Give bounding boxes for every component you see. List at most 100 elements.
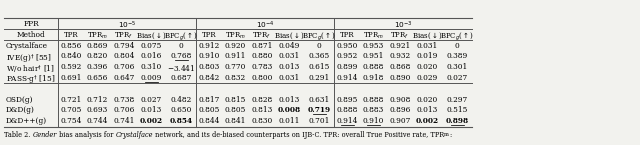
Text: 0.883: 0.883 [363, 106, 384, 114]
Text: Method: Method [17, 31, 45, 39]
Text: 0.840: 0.840 [60, 52, 82, 60]
Text: 0.647: 0.647 [113, 74, 134, 82]
Text: 0.828: 0.828 [252, 96, 273, 104]
Text: 0.951: 0.951 [363, 52, 384, 60]
Text: Table 2.: Table 2. [4, 131, 33, 139]
Text: 0.741: 0.741 [113, 117, 134, 125]
Text: 0.031: 0.031 [417, 42, 438, 50]
Text: 0.008: 0.008 [278, 106, 301, 114]
Text: 0.911: 0.911 [225, 52, 246, 60]
Text: 0.952: 0.952 [337, 52, 358, 60]
Text: 0.880: 0.880 [252, 52, 273, 60]
Text: 0.691: 0.691 [60, 74, 82, 82]
Text: 0.953: 0.953 [363, 42, 384, 50]
Text: 0.719: 0.719 [307, 106, 331, 114]
Text: 0.844: 0.844 [198, 117, 220, 125]
Text: 0.908: 0.908 [389, 96, 411, 104]
Text: TPR$_f$: TPR$_f$ [252, 31, 271, 41]
Text: 0.002: 0.002 [140, 117, 163, 125]
Text: 0.842: 0.842 [198, 74, 220, 82]
Text: 0.013: 0.013 [279, 96, 300, 104]
Text: 0.310: 0.310 [141, 63, 162, 71]
Text: 0.301: 0.301 [446, 63, 468, 71]
Text: W/o hair$^{\dagger}$ [1]: W/o hair$^{\dagger}$ [1] [6, 63, 55, 76]
Text: 0.910: 0.910 [363, 117, 384, 125]
Text: 0.687: 0.687 [170, 74, 192, 82]
Text: 0.701: 0.701 [308, 117, 330, 125]
Text: TPR$_m$: TPR$_m$ [87, 31, 108, 41]
Text: 0.013: 0.013 [141, 106, 162, 114]
Text: bias analysis for: bias analysis for [57, 131, 115, 139]
Text: 0.896: 0.896 [389, 106, 411, 114]
Text: 0.744: 0.744 [87, 117, 108, 125]
Text: 0.297: 0.297 [446, 96, 468, 104]
Text: 0.871: 0.871 [252, 42, 273, 50]
Text: 0.705: 0.705 [60, 106, 82, 114]
Text: 0.950: 0.950 [336, 42, 358, 50]
Text: FPR: FPR [23, 20, 39, 28]
Text: Bias($\downarrow$): Bias($\downarrow$) [136, 31, 167, 41]
Text: network, and its de-biased counterparts on IJB-C. TPR: overall True Positive rat: network, and its de-biased counterparts … [153, 131, 444, 139]
Text: 0.389: 0.389 [446, 52, 468, 60]
Text: TPR$_f$: TPR$_f$ [390, 31, 410, 41]
Text: 0.918: 0.918 [363, 74, 384, 82]
Text: 0.031: 0.031 [279, 74, 300, 82]
Text: 0.615: 0.615 [308, 63, 330, 71]
Text: 0.002: 0.002 [416, 117, 439, 125]
Text: :: : [449, 131, 451, 139]
Text: 0.693: 0.693 [87, 106, 108, 114]
Text: 0.013: 0.013 [279, 63, 300, 71]
Text: $10^{-3}$: $10^{-3}$ [394, 20, 412, 31]
Text: 0.027: 0.027 [446, 74, 468, 82]
Text: 0.898: 0.898 [445, 117, 468, 125]
Text: PASS-g$^{\dagger}$ [15]: PASS-g$^{\dagger}$ [15] [6, 74, 55, 87]
Text: 0.820: 0.820 [87, 52, 108, 60]
Text: 0.910: 0.910 [198, 52, 220, 60]
Text: 0.914: 0.914 [336, 117, 358, 125]
Text: TPR: TPR [340, 31, 355, 39]
Text: 0.921: 0.921 [389, 42, 411, 50]
Text: 0.020: 0.020 [417, 96, 438, 104]
Text: 0.899: 0.899 [336, 63, 358, 71]
Text: 0.027: 0.027 [141, 96, 162, 104]
Text: 0.706: 0.706 [113, 106, 134, 114]
Text: 0.029: 0.029 [417, 74, 438, 82]
Text: 0: 0 [454, 42, 460, 50]
Text: 0.805: 0.805 [225, 106, 246, 114]
Text: TPR$_m$: TPR$_m$ [225, 31, 246, 41]
Text: 0.631: 0.631 [308, 96, 330, 104]
Text: TPR$_f$: TPR$_f$ [115, 31, 134, 41]
Text: 0.016: 0.016 [141, 52, 162, 60]
Text: 0.650: 0.650 [170, 106, 192, 114]
Text: 0.813: 0.813 [252, 106, 273, 114]
Text: Gender: Gender [33, 131, 57, 139]
Text: 0.803: 0.803 [198, 63, 220, 71]
Text: Bias($\downarrow$): Bias($\downarrow$) [412, 31, 443, 41]
Text: 0.365: 0.365 [308, 52, 330, 60]
Text: 0.932: 0.932 [389, 52, 411, 60]
Text: 0.895: 0.895 [336, 96, 358, 104]
Text: 0.907: 0.907 [389, 117, 411, 125]
Text: 0.049: 0.049 [279, 42, 300, 50]
Text: 0.721: 0.721 [60, 96, 82, 104]
Text: 0.830: 0.830 [252, 117, 273, 125]
Text: Bias($\downarrow$): Bias($\downarrow$) [274, 31, 305, 41]
Text: 0.019: 0.019 [417, 52, 438, 60]
Text: 0.770: 0.770 [225, 63, 246, 71]
Text: m: m [444, 133, 449, 137]
Text: 0.868: 0.868 [389, 63, 411, 71]
Text: 0.738: 0.738 [113, 96, 134, 104]
Text: OSD(g): OSD(g) [6, 96, 33, 104]
Text: $10^{-5}$: $10^{-5}$ [118, 20, 136, 31]
Text: 0.888: 0.888 [363, 96, 384, 104]
Text: 0.013: 0.013 [417, 106, 438, 114]
Text: 0.888: 0.888 [363, 63, 384, 71]
Text: Crystalface: Crystalface [6, 42, 48, 50]
Text: IVE(g)$^{\dagger}$ [55]: IVE(g)$^{\dagger}$ [55] [6, 52, 52, 66]
Text: Crystalface: Crystalface [115, 131, 153, 139]
Text: 0.020: 0.020 [417, 63, 438, 71]
Text: TPR: TPR [64, 31, 78, 39]
Text: 0: 0 [179, 42, 184, 50]
Text: TPR: TPR [202, 31, 216, 39]
Text: 0.890: 0.890 [389, 74, 411, 82]
